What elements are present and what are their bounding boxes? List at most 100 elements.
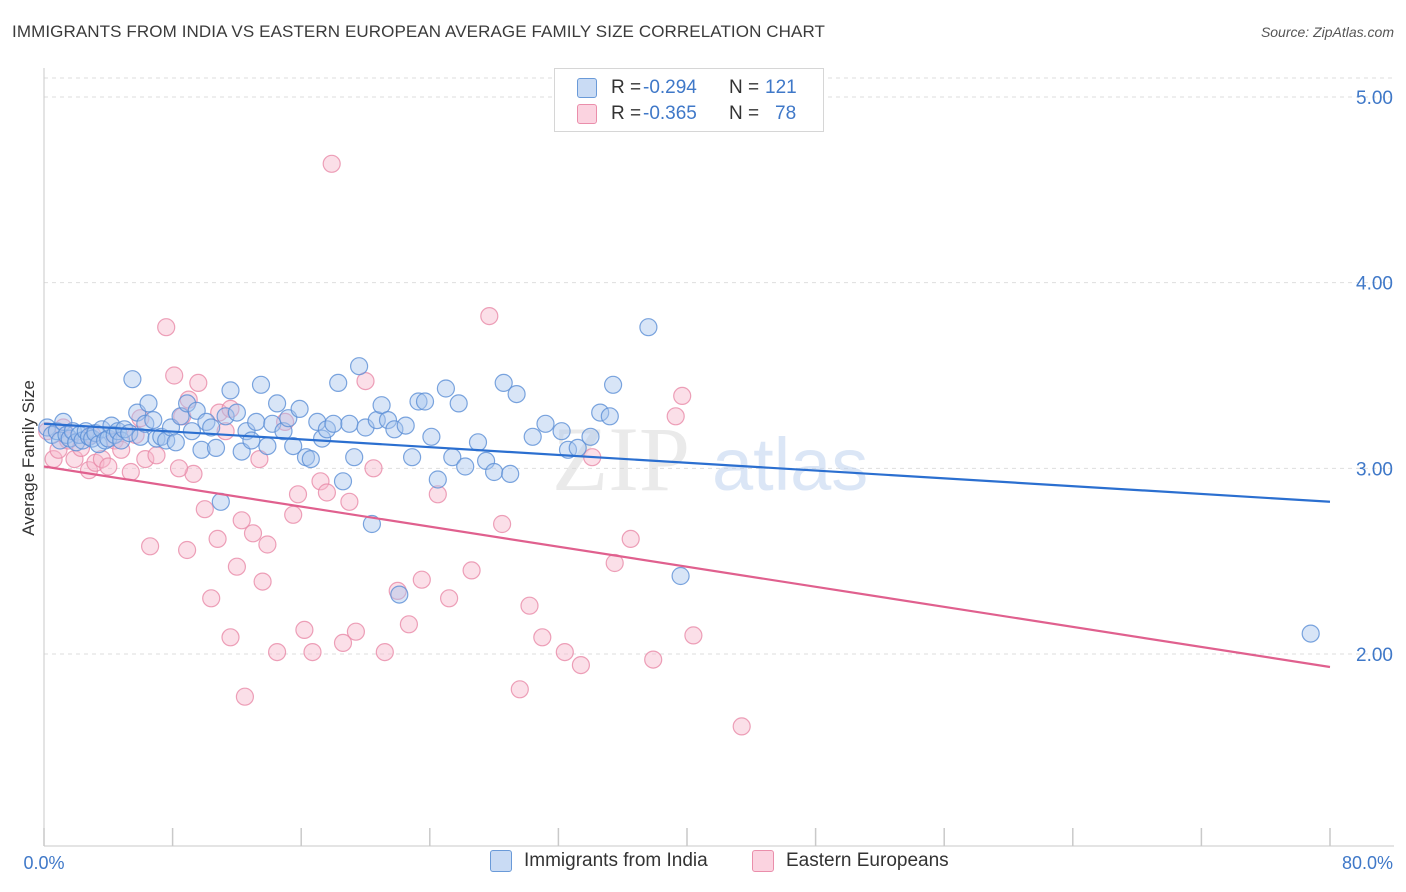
data-point-india <box>494 373 513 392</box>
data-point-eastern <box>202 589 221 608</box>
data-point-india <box>324 414 343 433</box>
data-point-eastern <box>317 483 336 502</box>
data-point-india <box>415 392 435 411</box>
data-point-eastern <box>227 557 246 576</box>
data-point-india <box>468 433 488 452</box>
r-label: R = <box>611 77 642 98</box>
legend-label-india: Immigrants from India <box>524 850 708 871</box>
data-point-eastern <box>364 459 383 478</box>
data-point-eastern <box>157 318 176 337</box>
series-legend: Immigrants from India Eastern Europeans <box>0 850 1406 878</box>
data-point-india <box>192 440 211 459</box>
data-point-india <box>581 427 600 446</box>
data-point-eastern <box>178 540 197 560</box>
data-point-eastern <box>666 407 685 426</box>
data-point-eastern <box>221 628 240 647</box>
chart-title: IMMIGRANTS FROM INDIA VS EASTERN EUROPEA… <box>12 22 826 41</box>
data-point-eastern <box>49 440 68 459</box>
data-point-eastern <box>235 687 254 706</box>
data-point-india <box>600 407 619 426</box>
trend-lines <box>43 422 1331 669</box>
data-point-india <box>362 514 381 534</box>
data-point-india <box>313 429 332 448</box>
data-point-eastern <box>684 626 703 645</box>
data-point-eastern <box>533 628 552 647</box>
data-point-india <box>251 375 271 394</box>
data-point-eastern <box>399 615 418 634</box>
data-point-india <box>284 437 303 456</box>
data-point-eastern <box>340 492 359 511</box>
data-point-eastern <box>440 589 459 608</box>
data-point-india <box>552 422 571 441</box>
data-point-india <box>345 448 364 467</box>
data-point-eastern <box>147 446 166 465</box>
data-point-india <box>350 357 369 376</box>
data-point-india <box>139 394 158 413</box>
legend-swatch-pink <box>752 850 774 872</box>
y-tick-label: 5.00 <box>1356 88 1393 109</box>
legend-item-eastern[interactable]: Eastern Europeans <box>752 850 949 872</box>
data-point-eastern <box>121 462 140 482</box>
trend-line-eastern <box>43 465 1331 669</box>
legend-swatch-pink <box>577 104 597 124</box>
data-point-eastern <box>322 154 341 173</box>
data-point-eastern <box>480 307 499 326</box>
legend-row-eastern: R = -0.365 N = 78 <box>577 101 796 127</box>
data-point-eastern <box>520 596 539 615</box>
data-point-india <box>206 438 226 457</box>
legend-swatch-blue <box>577 78 597 98</box>
data-point-eastern <box>510 680 529 699</box>
n-label: N = <box>729 77 760 98</box>
y-tick-label: 4.00 <box>1356 274 1393 295</box>
data-point-india <box>436 379 455 398</box>
data-point-eastern <box>412 570 431 589</box>
data-point-india <box>166 433 185 452</box>
data-point-eastern <box>493 514 512 534</box>
data-point-india <box>536 414 555 433</box>
axes <box>43 68 1394 847</box>
data-point-india <box>268 394 287 413</box>
data-point-india <box>603 375 623 394</box>
legend-item-india[interactable]: Immigrants from India <box>490 850 708 872</box>
data-point-eastern <box>732 717 751 736</box>
data-point-india <box>428 470 447 489</box>
data-point-eastern <box>462 561 481 580</box>
data-point-india <box>216 407 235 426</box>
data-point-eastern <box>112 440 131 459</box>
data-point-india <box>449 394 468 413</box>
r-label: R = <box>611 103 642 124</box>
data-point-india <box>378 411 398 430</box>
data-point-india <box>221 381 240 400</box>
data-point-eastern <box>232 511 251 530</box>
data-point-india <box>178 394 197 413</box>
data-point-india <box>396 416 415 435</box>
data-point-india <box>356 418 375 437</box>
data-point-eastern <box>165 366 184 385</box>
data-point-eastern <box>253 572 272 591</box>
data-point-india <box>308 412 327 431</box>
data-point-india <box>301 450 320 469</box>
r-value: -0.294 <box>643 77 697 98</box>
data-point-eastern <box>243 524 263 543</box>
data-point-india <box>242 431 261 450</box>
data-point-india <box>456 457 475 476</box>
n-value: 121 <box>765 77 797 98</box>
series-eastern-europeans <box>38 154 751 736</box>
data-point-eastern <box>92 450 112 469</box>
data-point-india <box>639 318 658 337</box>
r-value: -0.365 <box>643 103 697 124</box>
data-point-eastern <box>673 386 692 405</box>
data-point-india <box>422 427 441 446</box>
data-point-india <box>333 472 353 491</box>
data-point-india <box>1301 624 1320 643</box>
y-axis-label: Average Family Size <box>19 380 38 536</box>
data-point-india <box>523 427 542 446</box>
legend-swatch-blue <box>490 850 512 872</box>
data-point-eastern <box>136 450 155 469</box>
data-point-eastern <box>189 373 208 392</box>
data-point-india <box>197 412 216 431</box>
data-point-eastern <box>195 500 214 519</box>
data-point-eastern <box>311 472 330 491</box>
trend-line-india <box>43 422 1331 503</box>
data-point-india <box>202 418 221 437</box>
